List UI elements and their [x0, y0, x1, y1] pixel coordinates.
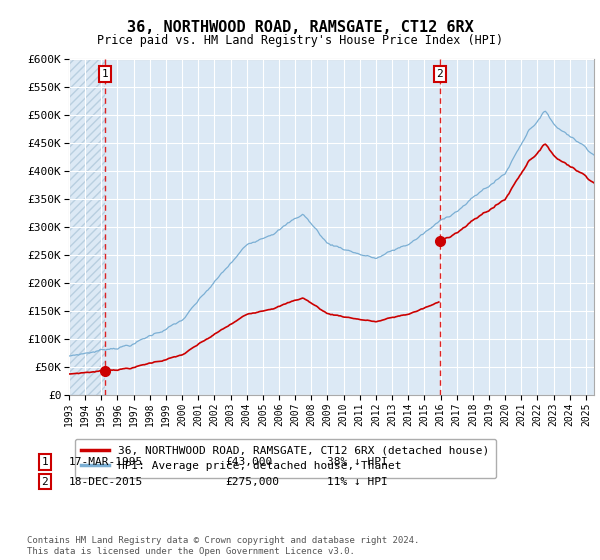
Text: £43,000: £43,000 [225, 457, 272, 467]
Text: Contains HM Land Registry data © Crown copyright and database right 2024.
This d: Contains HM Land Registry data © Crown c… [27, 536, 419, 556]
Text: £275,000: £275,000 [225, 477, 279, 487]
Text: 2: 2 [41, 477, 49, 487]
Bar [105, 59, 594, 395]
Legend: 36, NORTHWOOD ROAD, RAMSGATE, CT12 6RX (detached house), HPI: Average price, det: 36, NORTHWOOD ROAD, RAMSGATE, CT12 6RX (… [74, 439, 496, 478]
Text: 2: 2 [437, 69, 443, 79]
Text: 18-DEC-2015: 18-DEC-2015 [69, 477, 143, 487]
Bar [69, 59, 594, 395]
Text: 1: 1 [101, 69, 108, 79]
Text: 38% ↓ HPI: 38% ↓ HPI [327, 457, 388, 467]
Text: 17-MAR-1995: 17-MAR-1995 [69, 457, 143, 467]
Text: 11% ↓ HPI: 11% ↓ HPI [327, 477, 388, 487]
Text: Price paid vs. HM Land Registry's House Price Index (HPI): Price paid vs. HM Land Registry's House … [97, 34, 503, 46]
Text: 1: 1 [41, 457, 49, 467]
Text: 36, NORTHWOOD ROAD, RAMSGATE, CT12 6RX: 36, NORTHWOOD ROAD, RAMSGATE, CT12 6RX [127, 20, 473, 35]
